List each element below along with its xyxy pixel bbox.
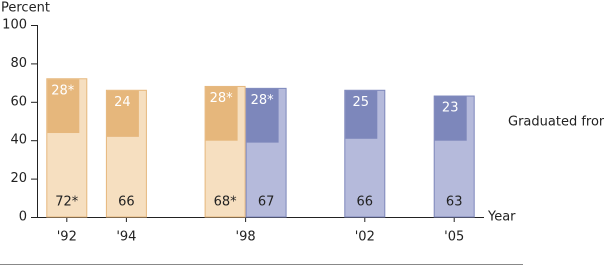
segment-label: 23 [442,101,459,116]
bar-segment [47,79,80,134]
value-label: 67 [258,195,275,210]
segment-label: 28* [51,83,75,98]
y-axis-label: Percent [1,1,50,16]
segment-label: 24 [114,95,131,110]
value-label: 68* [214,195,238,210]
bar-segment [246,88,279,143]
x-tick-label: '94 [116,230,136,245]
bar-segment [345,90,378,139]
x-tick-label: '05 [444,230,464,245]
value-label: 72* [55,195,79,210]
x-tick-label: '98 [236,230,256,245]
y-tick-label: 100 [2,18,27,33]
annotation: Graduated from high school [508,115,604,130]
y-tick-label: 60 [10,94,27,109]
x-tick-label: '02 [355,230,375,245]
value-label: 66 [357,195,374,210]
x-tick-label: '92 [57,230,77,245]
value-label: 63 [446,195,463,210]
segment-label: 28* [251,93,275,108]
y-tick-label: 40 [10,133,27,148]
x-axis-label: Year [487,210,516,225]
value-label: 66 [118,195,135,210]
y-tick-label: 20 [10,171,27,186]
bar-segment [434,96,467,141]
y-tick-label: 0 [19,210,27,225]
bar-segment [106,90,139,137]
y-tick-label: 80 [10,56,27,71]
segment-label: 28* [210,91,234,106]
bar-segment [205,86,238,141]
segment-label: 25 [353,95,370,110]
